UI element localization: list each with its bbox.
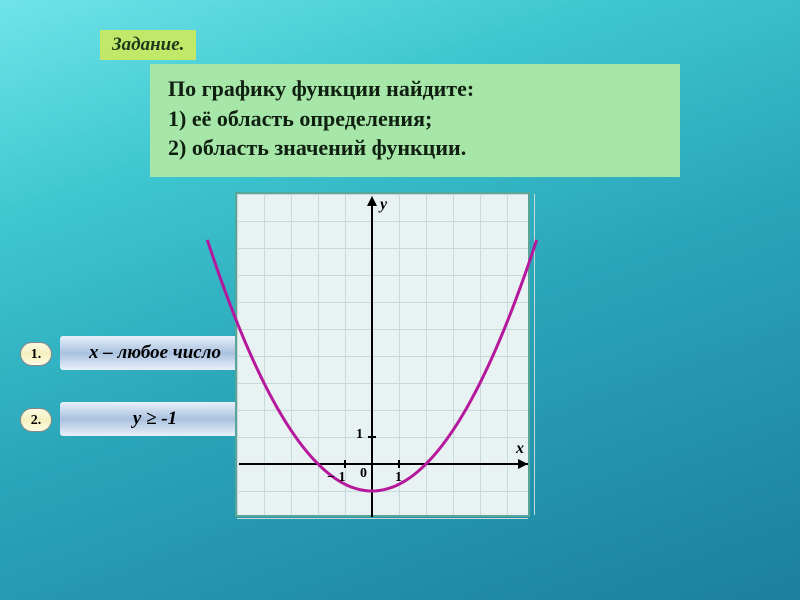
- tick-y-pos-1: 1: [356, 427, 363, 443]
- origin-label: 0: [360, 466, 367, 482]
- question-line-1: 1) её область определения;: [168, 104, 662, 134]
- question-box: По графику функции найдите: 1) её област…: [150, 64, 680, 177]
- parabola-chart: y x 0 1 − 1 1: [235, 192, 530, 517]
- question-line-2: 2) область значений функции.: [168, 133, 662, 163]
- tick-x-neg-1: − 1: [327, 470, 345, 486]
- parabola-curve: [237, 194, 528, 515]
- answer-pill-2: у ≥ -1: [60, 402, 250, 436]
- task-tag: Задание.: [100, 30, 196, 60]
- x-axis-label: x: [516, 440, 524, 458]
- answer-badge-2: 2.: [20, 408, 52, 432]
- tick-x-pos-1: 1: [395, 470, 402, 486]
- answer-pill-1: х – любое число: [60, 336, 250, 370]
- answer-badge-1: 1.: [20, 342, 52, 366]
- y-axis-label: y: [380, 196, 387, 214]
- question-line-0: По графику функции найдите:: [168, 74, 662, 104]
